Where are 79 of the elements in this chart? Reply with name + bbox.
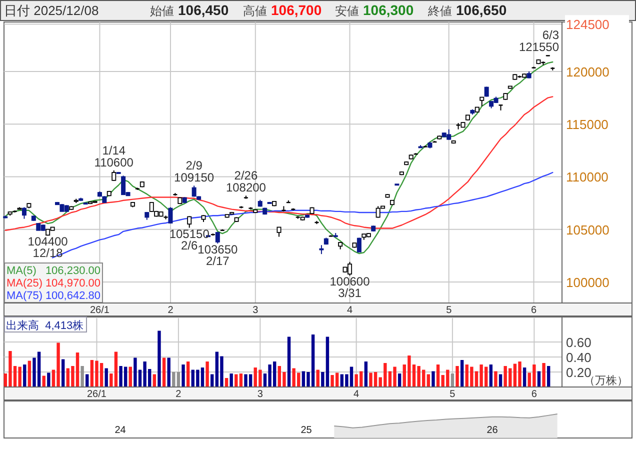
y-tick-label: 120000 xyxy=(566,64,610,80)
bar xyxy=(186,362,190,387)
bar xyxy=(546,366,550,387)
x-tick-label: 25 xyxy=(300,425,312,436)
bar xyxy=(522,368,526,387)
annotation: 2/26 108200 xyxy=(226,168,266,195)
bar xyxy=(432,371,435,387)
bar xyxy=(23,364,26,387)
x-tick-label: 24 xyxy=(114,425,126,436)
bar xyxy=(542,363,546,387)
y-tick-label: 115000 xyxy=(566,117,608,132)
x-tick-label: 4 xyxy=(346,305,353,316)
y-tick-label: 100000 xyxy=(566,274,610,290)
x-tick-label: 2 xyxy=(168,305,174,316)
line-series xyxy=(4,96,554,231)
text: MA(5) xyxy=(6,265,36,277)
candlestick xyxy=(168,206,173,224)
bar xyxy=(80,366,84,387)
chart-title: 出来高 4,413株 xyxy=(6,319,84,332)
bar xyxy=(104,368,108,387)
x-tick-label: 26/1 xyxy=(87,389,107,400)
annotation: 106,230.00 xyxy=(45,265,100,277)
text: MA(25) xyxy=(6,278,43,290)
y-tick-label: 110000 xyxy=(566,170,608,185)
bar xyxy=(489,364,493,387)
y-tick-label: 105000 xyxy=(566,222,610,238)
x-tick-label: 26 xyxy=(486,425,498,436)
bar xyxy=(167,358,170,387)
bar xyxy=(61,359,65,387)
y-tick-label: 0.60 xyxy=(566,335,592,350)
x-tick-label: 2 xyxy=(176,389,182,400)
annotation: 2/9 109150 xyxy=(174,158,214,185)
bar xyxy=(128,366,132,387)
bar xyxy=(460,360,464,387)
x-tick-label: 4 xyxy=(354,389,360,400)
bar xyxy=(158,330,161,387)
candlestick xyxy=(276,226,282,238)
bar xyxy=(230,374,233,387)
bar xyxy=(456,366,459,387)
chart-title: 日付 2025/12/08 xyxy=(4,3,99,18)
x-tick-label: 26/1 xyxy=(90,305,110,316)
annotation: 6/3 121550 xyxy=(518,28,560,54)
bar xyxy=(28,360,32,387)
annotation: 104400 12/18 xyxy=(28,234,68,260)
x-tick-label: 5 xyxy=(446,305,452,316)
text: 安値 106,300 xyxy=(335,2,414,18)
bar xyxy=(316,370,320,387)
x-tick-label: 6 xyxy=(531,389,538,400)
x-tick-label: 3 xyxy=(252,305,259,316)
text: 高値 106,700 xyxy=(243,2,322,18)
bar xyxy=(287,336,291,387)
candlestick xyxy=(356,237,362,252)
annotation: 104,970.00 xyxy=(45,278,100,290)
annotation: 100,642.80 xyxy=(45,290,100,302)
annotation: 1/14 110600 xyxy=(94,143,134,170)
candlestick xyxy=(22,206,26,220)
x-tick-label: 5 xyxy=(450,389,456,400)
bar xyxy=(398,374,402,387)
bar xyxy=(172,372,176,387)
y-tick-label: 0.40 xyxy=(566,350,592,365)
bar xyxy=(364,362,368,387)
candlestick xyxy=(187,216,192,228)
bar xyxy=(182,364,185,387)
y-tick-label: 124500 xyxy=(566,17,610,32)
candlestick xyxy=(112,170,116,182)
bar xyxy=(239,374,243,387)
x-tick-label: 6 xyxy=(530,305,537,316)
x-tick-label: 3 xyxy=(257,389,264,400)
annotation: 103650 2/17 xyxy=(198,242,238,268)
bar xyxy=(47,372,50,387)
bar xyxy=(494,371,498,387)
bar xyxy=(450,374,454,387)
text: 終値 106,650 xyxy=(427,2,507,18)
annotation: 100600 3/31 xyxy=(330,274,370,300)
text: MA(75) xyxy=(6,290,43,302)
bar xyxy=(206,362,209,387)
text: 始値 106,450 xyxy=(150,2,229,18)
bar xyxy=(176,372,180,387)
bar xyxy=(162,358,166,387)
